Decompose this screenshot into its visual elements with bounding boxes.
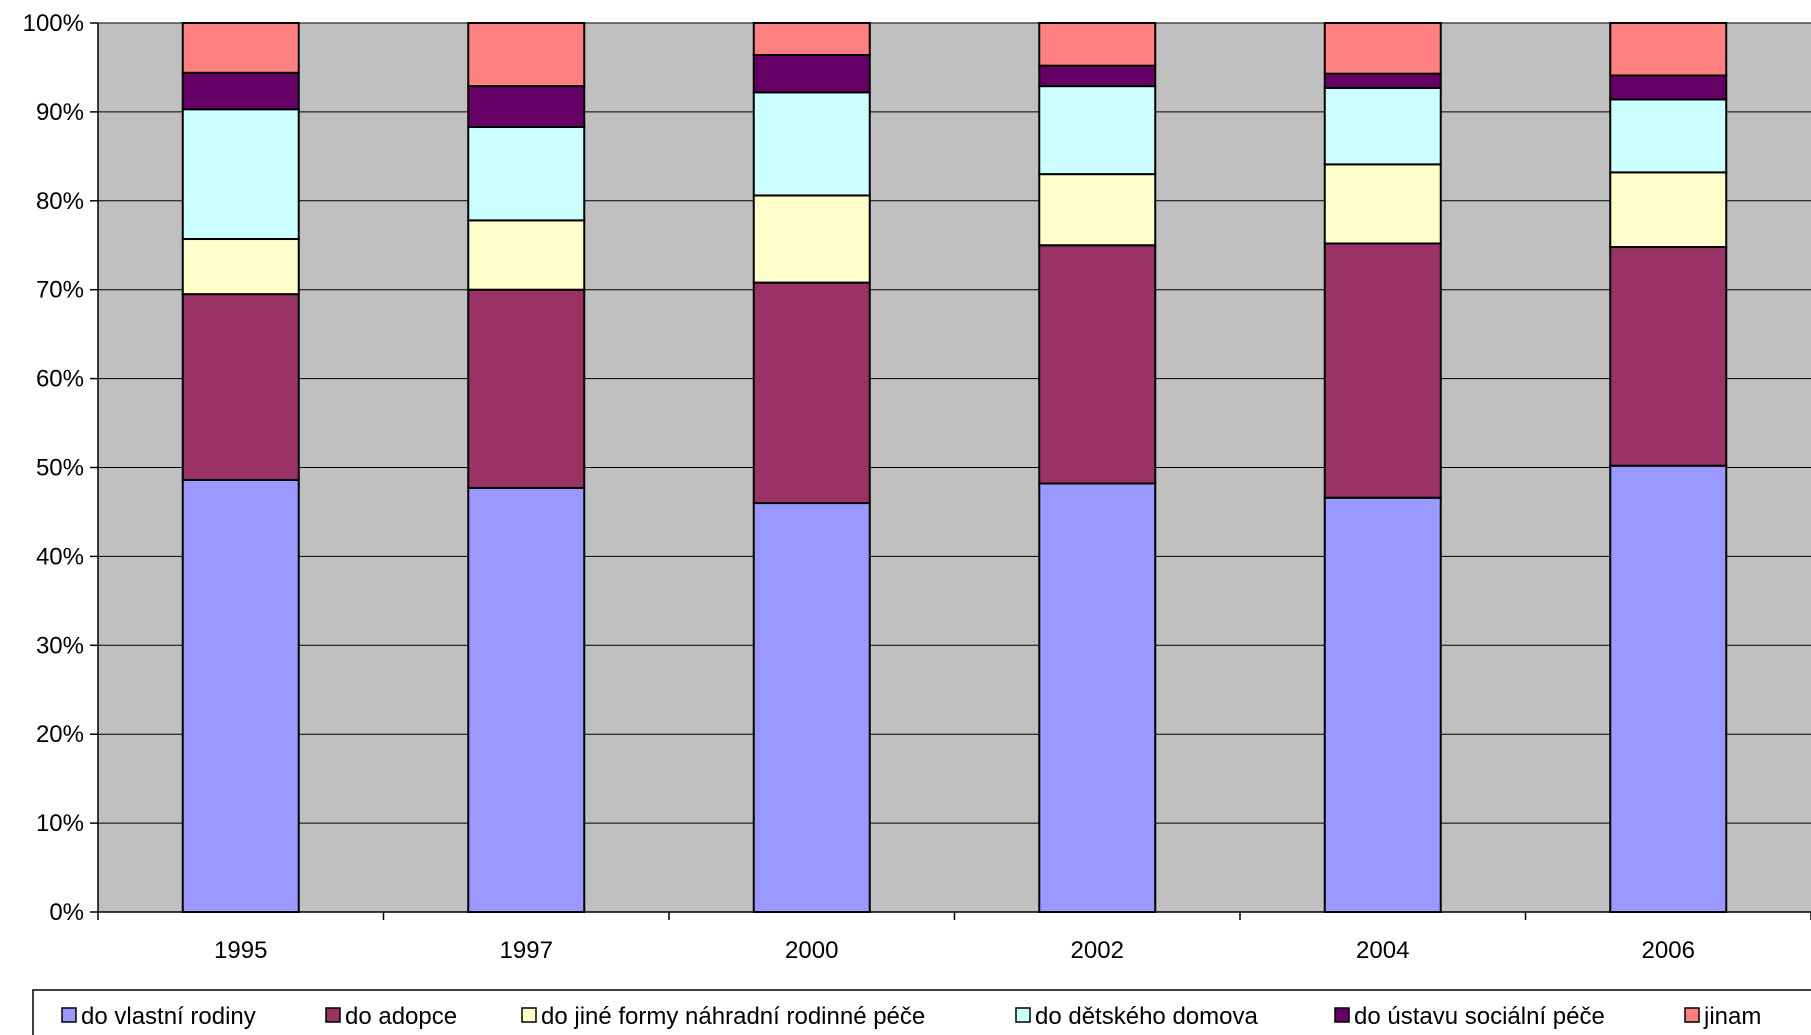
bar-segment-1997-s5: [467, 22, 586, 88]
y-tick-label: 0%: [49, 899, 84, 926]
legend-label: do vlastní rodiny: [81, 1003, 256, 1030]
bar-segment-2006-s0: [1609, 464, 1728, 913]
y-tick-label: 60%: [36, 366, 84, 393]
bar-segment-1995-s3: [181, 108, 300, 241]
bar-segment-1997-s3: [467, 126, 586, 222]
bar-segment-2004-s1: [1323, 242, 1442, 499]
x-tick-label: 2004: [1356, 937, 1409, 964]
bar-segment-2006-s3: [1609, 98, 1728, 174]
bar-segment-1995-s4: [181, 71, 300, 111]
bar-segment-2000-s2: [752, 194, 871, 284]
y-tick-label: 40%: [36, 543, 84, 570]
bar-segment-2004-s4: [1323, 72, 1442, 89]
bar-segment-2006-s4: [1609, 74, 1728, 101]
legend-swatch: [1015, 1007, 1031, 1023]
bar-segment-2002-s4: [1038, 64, 1157, 88]
bar-segment-2000-s3: [752, 91, 871, 197]
bar-segment-1997-s2: [467, 219, 586, 291]
y-tick-label: 80%: [36, 188, 84, 215]
legend-swatch: [325, 1007, 341, 1023]
bar-segment-2002-s5: [1038, 22, 1157, 67]
gridlines: [98, 22, 1811, 824]
legend-label: do adopce: [345, 1003, 457, 1030]
legend-swatch: [61, 1007, 77, 1023]
x-axis: 1995 1997 2000 2002 2004 2006: [97, 911, 1811, 964]
legend: do vlastní rodiny do adopce do jiné formy …: [32, 989, 1811, 1035]
bar-segment-1997-s0: [467, 486, 586, 913]
bar-segment-2006-s1: [1609, 246, 1728, 467]
x-tick-label: 2000: [785, 937, 838, 964]
legend-label: do ústavu sociální péče: [1354, 1003, 1605, 1030]
legend-label: jinam: [1703, 1003, 1761, 1030]
bar-segment-1997-s4: [467, 85, 586, 129]
y-tick-label: 70%: [36, 277, 84, 304]
bar-segment-1995-s5: [181, 22, 300, 74]
x-tick-label: 2002: [1071, 937, 1124, 964]
bar-segment-1995-s1: [181, 293, 300, 481]
y-tick-label: 50%: [36, 455, 84, 482]
bar-segment-2002-s0: [1038, 482, 1157, 913]
bar-segment-2006-s2: [1609, 171, 1728, 249]
x-tick-label: 2006: [1642, 937, 1695, 964]
legend-label: do dětského domova: [1035, 1003, 1258, 1030]
bar-segment-2004-s0: [1323, 496, 1442, 913]
bar-segment-2002-s1: [1038, 244, 1157, 485]
bar-segment-2002-s3: [1038, 85, 1157, 176]
bars: [181, 22, 1728, 913]
legend-swatch: [1684, 1007, 1700, 1023]
y-tick-label: 20%: [36, 721, 84, 748]
bar-segment-2006-s5: [1609, 22, 1728, 77]
y-axis: 0% 10% 20% 30% 40% 50% 60% 70% 80% 90% 100%: [23, 10, 99, 926]
legend-label: do jiné formy náhradní rodinné péče: [541, 1003, 925, 1030]
x-tick-label: 1997: [500, 937, 553, 964]
bar-segment-2002-s2: [1038, 173, 1157, 247]
bar-segment-2004-s5: [1323, 22, 1442, 75]
bar-segment-2004-s3: [1323, 86, 1442, 166]
y-tick-label: 90%: [36, 99, 84, 126]
bar-segment-2000-s0: [752, 502, 871, 913]
legend-swatch: [1334, 1007, 1350, 1023]
bar-segment-2000-s5: [752, 22, 871, 57]
bar-segment-2004-s2: [1323, 163, 1442, 245]
y-tick-label: 10%: [36, 810, 84, 837]
bar-segment-2000-s1: [752, 281, 871, 505]
y-tick-label: 30%: [36, 632, 84, 659]
y-tick-label: 100%: [23, 10, 84, 37]
x-tick-label: 1995: [214, 937, 267, 964]
bar-segment-1997-s1: [467, 288, 586, 489]
bar-segment-2000-s4: [752, 54, 871, 94]
bar-segment-1995-s0: [181, 478, 300, 913]
bar-segment-1995-s2: [181, 238, 300, 296]
legend-swatch: [521, 1007, 537, 1023]
